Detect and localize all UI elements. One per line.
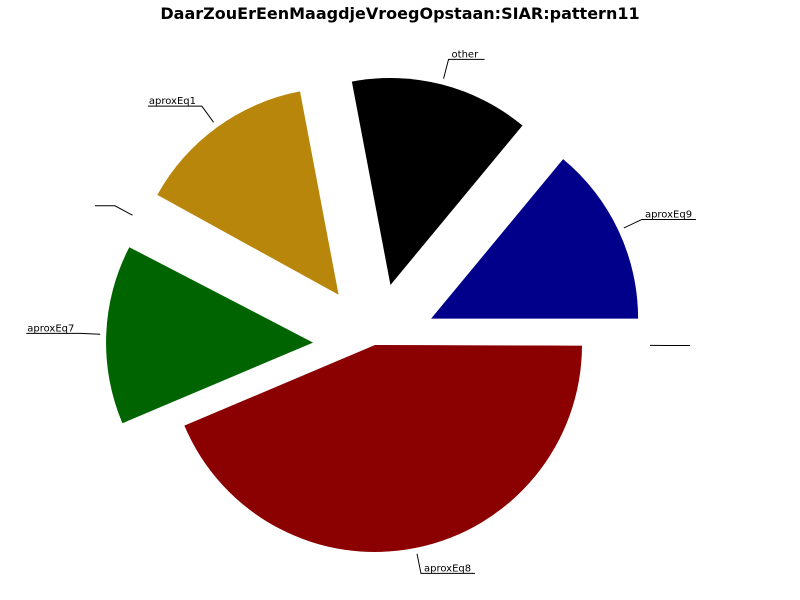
slice-label-aproxeq9: aproxEq9 [645,209,692,220]
pie-labels: aproxEq9 other aproxEq1 aproxEq7 aproxEq8 [26,49,696,574]
pie-slice-aproxeq8 [184,345,582,552]
pie-slice-aproxeq7 [106,247,314,424]
slice-label-aproxeq1: aproxEq1 [149,96,196,107]
slice-label-other: other [452,49,480,60]
leader-line-aproxeq8 [416,553,475,574]
leader-line-aproxeq7 [26,332,101,335]
pie-slice-aproxeq9 [431,159,639,319]
pie-slice-aproxeq1 [157,91,339,295]
pie-slice-other [351,77,523,285]
pie-slice-unlabeled-6 [436,345,644,346]
slice-label-aproxeq7: aproxEq7 [27,323,74,334]
leader-line-unlabeled-3 [94,205,133,216]
pie-slices [106,77,644,552]
leader-line-other [443,58,485,79]
leader-line-aproxeq9 [623,218,696,229]
pie-slice-unlabeled-3 [136,215,321,316]
slice-label-aproxeq8: aproxEq8 [424,563,471,574]
chart-title: DaarZouErEenMaagdjeVroegOpstaan:SIAR:pat… [160,4,640,23]
leader-line-aproxeq1 [147,105,215,123]
